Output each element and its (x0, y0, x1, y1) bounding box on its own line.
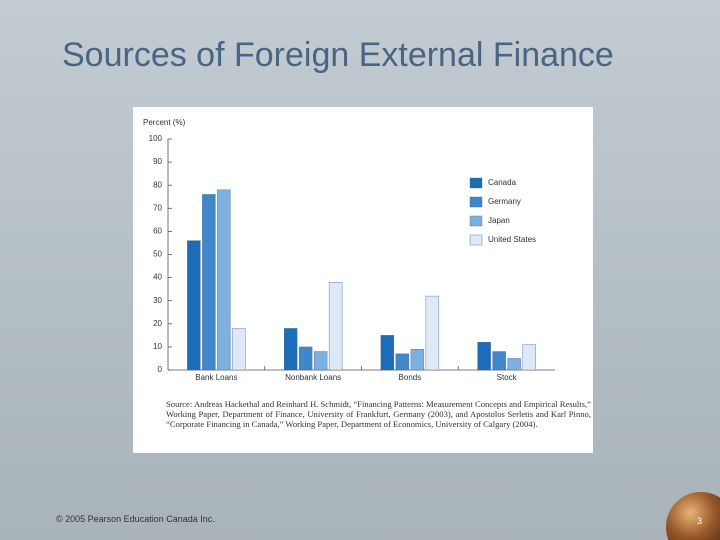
bar (410, 349, 425, 371)
bar (395, 353, 410, 371)
bar (313, 351, 328, 371)
bar (522, 344, 536, 371)
chart-panel: Percent (%) 0 10 20 30 40 50 60 70 80 90 100 Bank Lo… (133, 107, 593, 453)
legend-label: United States (488, 235, 536, 244)
y-tick-label: 80 (153, 180, 162, 189)
bar (492, 351, 506, 371)
bar (298, 346, 313, 371)
page-number: 3 (697, 516, 703, 526)
legend-swatch (469, 196, 483, 208)
y-tick-label: 30 (153, 296, 162, 305)
source-note: Source: Andreas Hackethal and Reinhard H… (166, 399, 591, 429)
bar (202, 194, 216, 371)
y-tick-label: 60 (153, 227, 162, 236)
y-tick-label: 20 (153, 319, 162, 328)
y-tick-label: 50 (153, 250, 162, 259)
y-tick-label: 40 (153, 273, 162, 282)
bar (328, 282, 343, 371)
bar (507, 358, 521, 371)
x-tick-label: Stock (497, 373, 518, 382)
bar (380, 335, 395, 371)
bar (425, 295, 440, 371)
x-tick-label: Bank Loans (195, 373, 237, 382)
bar (477, 342, 491, 371)
y-tick-label: 90 (153, 157, 162, 166)
legend-swatch (469, 215, 483, 227)
legend-label: Canada (488, 178, 517, 187)
bar (187, 240, 201, 371)
bar (283, 328, 298, 371)
legend-swatch (469, 234, 483, 246)
legend-swatch (469, 177, 483, 189)
chart: Percent (%) 0 10 20 30 40 50 60 70 80 90 100 Bank Lo… (143, 118, 555, 382)
decoration-orb (666, 492, 720, 540)
slide-title: Sources of Foreign External Finance (62, 36, 614, 74)
bar (217, 189, 231, 371)
bar (232, 328, 246, 371)
y-axis-label: Percent (%) (143, 118, 186, 127)
legend-label: Japan (488, 216, 510, 225)
y-tick-label: 100 (149, 134, 163, 143)
legend-label: Germany (488, 197, 521, 206)
footer: © 2005 Pearson Education Canada Inc. (56, 514, 215, 524)
x-tick-label: Bonds (399, 373, 422, 382)
y-tick-label: 0 (158, 365, 163, 374)
y-tick-label: 10 (153, 342, 162, 351)
y-tick-label: 70 (153, 203, 162, 212)
x-tick-label: Nonbank Loans (285, 373, 341, 382)
